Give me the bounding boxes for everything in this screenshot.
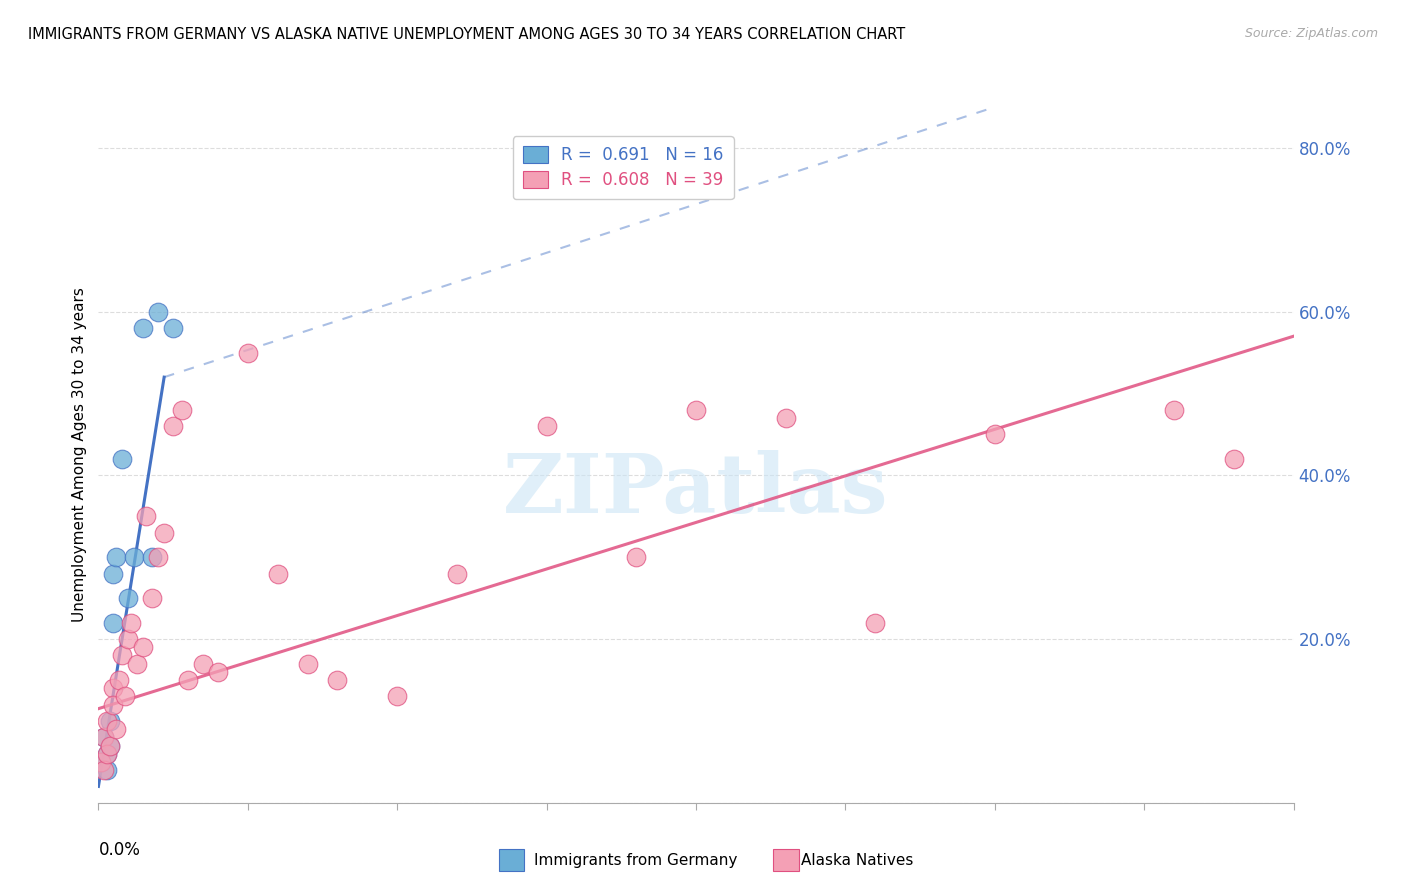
Point	[103, 698, 125, 712]
Point	[96, 763, 118, 777]
Point	[103, 681, 125, 696]
Text: 0.0%: 0.0%	[98, 841, 141, 859]
Point	[141, 591, 163, 606]
Point	[96, 714, 118, 728]
Text: IMMIGRANTS FROM GERMANY VS ALASKA NATIVE UNEMPLOYMENT AMONG AGES 30 TO 34 YEARS : IMMIGRANTS FROM GERMANY VS ALASKA NATIVE…	[28, 27, 905, 42]
Point	[93, 731, 115, 745]
Point	[96, 747, 118, 761]
Point	[93, 763, 115, 777]
Point	[624, 550, 647, 565]
Point	[90, 755, 112, 769]
Point	[103, 566, 125, 581]
Point	[236, 345, 259, 359]
Point	[385, 690, 409, 704]
Text: Source: ZipAtlas.com: Source: ZipAtlas.com	[1244, 27, 1378, 40]
Point	[127, 657, 149, 671]
Point	[120, 615, 142, 630]
Point	[124, 550, 146, 565]
Point	[105, 550, 128, 565]
Point	[148, 304, 170, 318]
Point	[1163, 403, 1185, 417]
Point	[153, 525, 176, 540]
Text: ZIPatlas: ZIPatlas	[503, 450, 889, 530]
Point	[162, 419, 184, 434]
Point	[141, 550, 163, 565]
Y-axis label: Unemployment Among Ages 30 to 34 years: Unemployment Among Ages 30 to 34 years	[72, 287, 87, 623]
Point	[685, 403, 707, 417]
Point	[132, 321, 155, 335]
Point	[267, 566, 290, 581]
Point	[172, 403, 194, 417]
Point	[297, 657, 319, 671]
Point	[135, 509, 157, 524]
Point	[90, 755, 112, 769]
Point	[111, 648, 134, 663]
Point	[132, 640, 155, 655]
Point	[117, 591, 139, 606]
Point	[191, 657, 214, 671]
Point	[775, 411, 797, 425]
Point	[446, 566, 468, 581]
Point	[96, 747, 118, 761]
Point	[98, 714, 122, 728]
Point	[98, 739, 122, 753]
Point	[111, 452, 134, 467]
Point	[103, 615, 125, 630]
Point	[117, 632, 139, 646]
Legend: R =  0.691   N = 16, R =  0.608   N = 39: R = 0.691 N = 16, R = 0.608 N = 39	[513, 136, 734, 199]
Text: Alaska Natives: Alaska Natives	[801, 854, 914, 868]
Point	[983, 427, 1005, 442]
Point	[1223, 452, 1246, 467]
Point	[98, 739, 122, 753]
Point	[114, 690, 136, 704]
Point	[148, 550, 170, 565]
Point	[162, 321, 184, 335]
Point	[105, 722, 128, 736]
Point	[207, 665, 229, 679]
Point	[93, 731, 115, 745]
Point	[536, 419, 558, 434]
Point	[108, 673, 131, 687]
Text: Immigrants from Germany: Immigrants from Germany	[534, 854, 738, 868]
Point	[326, 673, 349, 687]
Point	[177, 673, 200, 687]
Point	[865, 615, 887, 630]
